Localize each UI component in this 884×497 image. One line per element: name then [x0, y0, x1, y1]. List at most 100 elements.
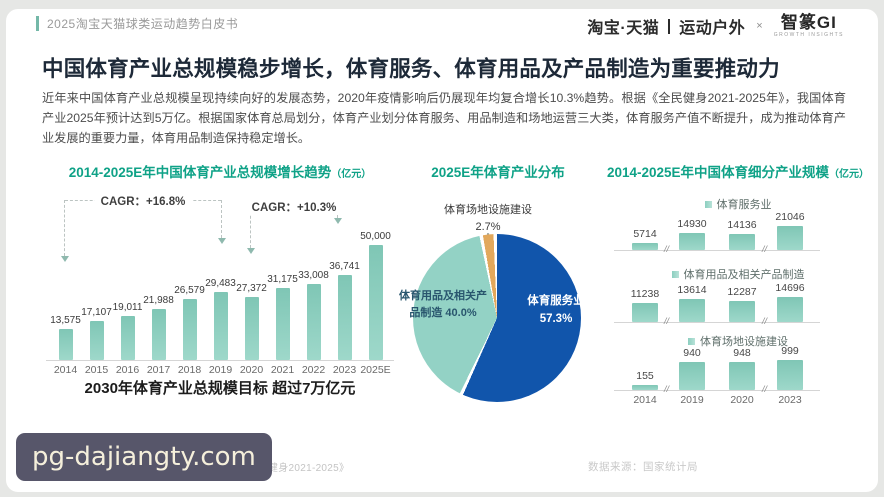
bar-value-label: 21046 [775, 211, 805, 223]
bar [679, 362, 705, 390]
pie-callout-label: 体育场地设施建设 [444, 204, 532, 216]
mini-chart-x-axis [614, 322, 820, 323]
x-tick-label: 2023 [778, 394, 802, 406]
bar [729, 301, 755, 322]
data-source: 数据来源：国家统计局 [588, 461, 698, 473]
bar [679, 233, 705, 250]
cagr-label-2: CAGR：+10.3% [245, 199, 343, 215]
axis-break-icon: // [762, 384, 768, 394]
footnote-left: 《全民健身2021-2025》 [237, 463, 350, 474]
legend-label: 体育服务业 [716, 199, 772, 211]
bar-value-label: 14696 [775, 282, 805, 294]
intro-paragraph: 近年来中国体育产业总规模呈现持续向好的发展态势，2020年疫情影响后仍展现年均复… [42, 91, 846, 145]
page-title: 中国体育产业总规模稳步增长，体育服务、体育用品及产品制造为重要推动力 [42, 57, 780, 81]
bar-value-label: 19,011 [112, 302, 143, 313]
x-tick-label: 2019 [208, 364, 233, 376]
x-tick-label: 2025E [360, 364, 391, 376]
cagr-label-1: CAGR：+16.8% [94, 193, 192, 209]
pie-chart-title: 2025E年体育产业分布 [431, 165, 565, 180]
tag-accent-bar [36, 16, 39, 31]
bar-value-label: 13,575 [50, 315, 81, 326]
axis-break-icon: // [664, 316, 670, 326]
industry-distribution-pie: 体育服务业 57.3% [413, 234, 585, 402]
mini-chart-legend: 体育用品及相关产品制造 [600, 266, 876, 282]
mini-chart-x-axis [614, 250, 820, 251]
mini-chart-x-axis [614, 390, 820, 391]
bar [151, 309, 166, 360]
mini-chart: 体育服务业 // // 5714 14930 14136 21046 [600, 196, 876, 276]
taobao-tmall-logo: 淘宝·天猫 [587, 20, 660, 37]
axis-break-icon: // [664, 384, 670, 394]
bar [58, 329, 73, 360]
pie-callout-facility: 体育场地设施建设 2.7% [408, 202, 568, 236]
bar-value-label: 14930 [677, 218, 707, 230]
bar [679, 299, 705, 322]
x-tick-label: 2015 [84, 364, 109, 376]
axis-break-icon: // [664, 244, 670, 254]
pie-callout-pct: 2.7% [475, 221, 501, 234]
x-tick-label: 2017 [146, 364, 171, 376]
axis-break-icon: // [762, 316, 768, 326]
legend-label: 体育用品及相关产品制造 [683, 269, 805, 281]
bar-value-label: 14136 [727, 219, 757, 231]
x-tick-label: 2022 [301, 364, 326, 376]
bar-value-label: 29,483 [205, 278, 236, 289]
bar [729, 362, 755, 390]
goal-2030-caption: 2030年体育产业总规模目标 超过7万亿元 [84, 380, 356, 397]
mini-chart: 体育用品及相关产品制造 // // 11238 13614 12287 14696 [600, 266, 876, 346]
legend-swatch-icon [688, 337, 695, 345]
watermark-badge: pg-dajiangty.com [16, 433, 272, 481]
bar [337, 275, 352, 360]
bar [777, 360, 803, 390]
x-tick-label: 2014 [633, 394, 657, 406]
legend-swatch-icon [704, 200, 712, 208]
bar [729, 234, 755, 250]
x-tick-label: 2016 [115, 364, 140, 376]
x-tick-label: 2014 [53, 364, 78, 376]
bar-value-label: 155 [636, 370, 654, 382]
bar-value-label: 36,741 [329, 261, 360, 272]
legend-label: 体育场地设施建设 [700, 336, 788, 348]
bar [632, 243, 658, 250]
sports-outdoor-logo: 运动户外 [679, 20, 746, 37]
cagr-annotation-2: CAGR：+10.3% [245, 199, 343, 254]
mini-chart-legend: 体育服务业 [600, 196, 876, 212]
bar-value-label: 948 [733, 347, 751, 359]
bar-value-label: 999 [781, 345, 799, 357]
bar-value-label: 13614 [677, 284, 707, 296]
right-chart-unit: （亿元） [829, 169, 870, 180]
x-tick-label: 2020 [730, 394, 754, 406]
bar [368, 245, 383, 360]
bar [89, 321, 104, 360]
legend-swatch-icon [671, 270, 679, 278]
x-tick-label: 2019 [680, 394, 704, 406]
right-chart-title: 2014-2025E年中国体育细分产业规模（亿元） [606, 165, 870, 180]
bar-value-label: 940 [683, 347, 701, 359]
bar-value-label: 33,008 [298, 270, 329, 281]
left-chart-x-axis [46, 360, 394, 361]
bar-value-label: 11238 [630, 288, 660, 300]
x-tick-label: 2021 [270, 364, 295, 376]
x-tick-label: 2023 [332, 364, 357, 376]
left-chart-title: 2014-2025E年中国体育产业总规模增长趋势（亿元） [68, 165, 372, 180]
x-tick-label: 2018 [177, 364, 202, 376]
bar [777, 226, 803, 250]
left-chart-unit: （亿元） [331, 169, 372, 180]
axis-break-icon: // [762, 244, 768, 254]
pie-services-label: 体育服务业 57.3% [527, 295, 585, 326]
bar-value-label: 50,000 [360, 231, 391, 242]
bar [632, 303, 658, 322]
bar [182, 299, 197, 360]
mini-chart-legend: 体育场地设施建设 [600, 333, 876, 349]
bar-value-label: 21,988 [143, 295, 174, 306]
bar-value-label: 27,372 [236, 283, 267, 294]
zhizhuan-gi-logo: 智篆GI GROWTH INSIGHTS [773, 13, 844, 38]
bar-value-label: 17,107 [81, 307, 112, 318]
bar [275, 288, 290, 360]
bar [120, 316, 135, 360]
bar [777, 297, 803, 322]
mini-chart: 体育场地设施建设 // // 155 2014 940 2019 948 2020 999 2023 [600, 333, 876, 413]
total-scale-bar-chart: CAGR：+16.8% CAGR：+10.3% 13,575 2014 17,107… [42, 185, 398, 385]
logo-divider [668, 18, 671, 34]
x-tick-label: 2020 [239, 364, 264, 376]
